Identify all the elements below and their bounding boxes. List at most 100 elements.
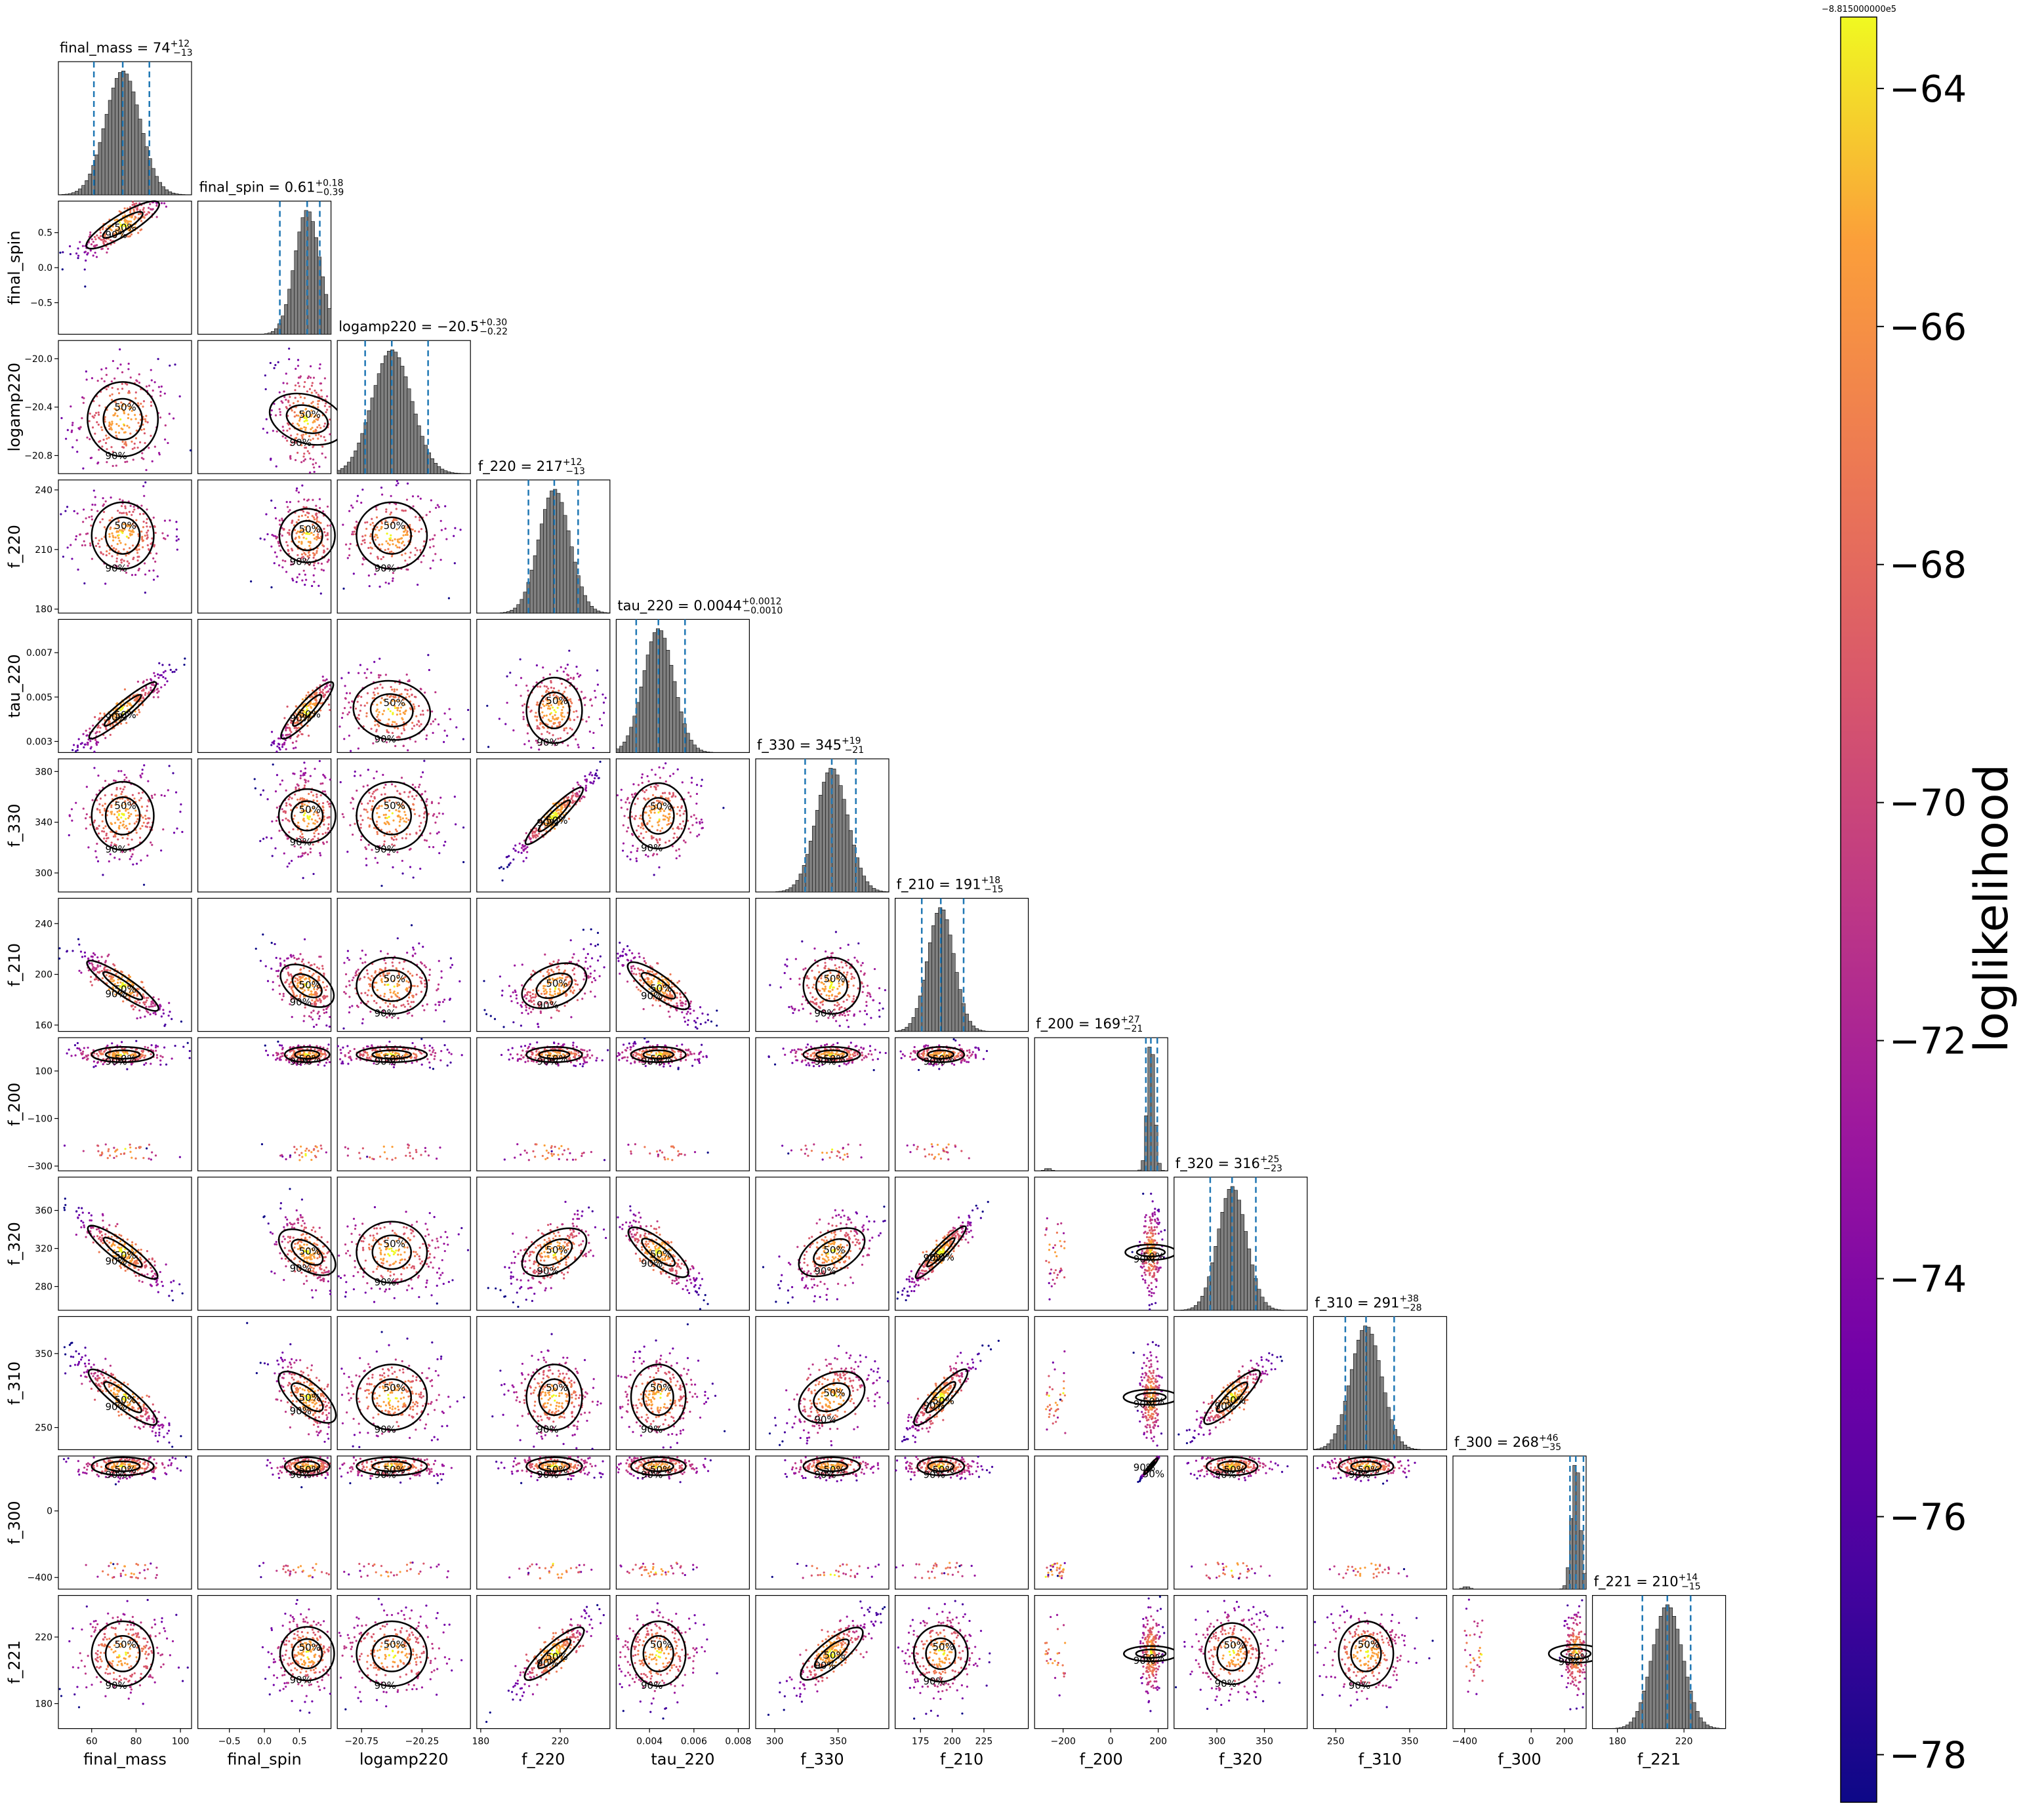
scatter-point	[150, 401, 153, 403]
scatter-point	[70, 808, 73, 811]
scatter-point	[312, 516, 315, 519]
scatter-point	[127, 811, 130, 814]
scatter-point	[119, 542, 122, 544]
scatter-point	[277, 975, 279, 978]
histogram-bar	[536, 539, 541, 614]
scatter-point	[351, 700, 354, 702]
scatter-point	[377, 816, 380, 819]
scatter-point	[417, 985, 419, 988]
scatter-point	[368, 824, 371, 827]
scatter-point	[584, 992, 586, 995]
scatter-point	[355, 520, 358, 523]
scatter-point	[160, 674, 163, 677]
scatter-point	[551, 725, 554, 728]
scatter-point	[546, 707, 550, 710]
scatter-point	[449, 966, 452, 969]
scatter-point	[135, 697, 138, 700]
scatter-point	[377, 714, 379, 716]
scatter-point	[522, 718, 525, 721]
histogram-bar	[811, 826, 816, 893]
panel-frame	[58, 340, 192, 474]
scatter-point	[96, 421, 98, 424]
scatter-point	[97, 542, 100, 545]
scatter-point	[678, 828, 680, 830]
scatter-point	[422, 714, 424, 716]
histogram-bar	[798, 874, 803, 893]
scatter-point	[313, 518, 316, 521]
scatter-point	[569, 939, 572, 942]
scatter-point	[124, 505, 127, 508]
scatter-point	[423, 759, 426, 762]
scatter-point	[83, 743, 86, 746]
scatter-point	[428, 979, 430, 982]
scatter-point	[291, 989, 294, 992]
scatter-point	[687, 791, 690, 794]
scatter-point	[311, 1018, 314, 1021]
scatter-point	[429, 832, 432, 835]
scatter-point	[538, 727, 541, 730]
scatter-point	[672, 827, 674, 830]
scatter-point	[305, 578, 308, 581]
scatter-point	[313, 832, 316, 835]
panel-frame	[197, 479, 332, 614]
scatter-point	[262, 789, 265, 792]
scatter-point	[421, 1004, 424, 1007]
scatter-point	[272, 430, 274, 432]
scatter-point	[300, 461, 303, 464]
scatter-point	[405, 674, 408, 676]
scatter-point	[121, 532, 124, 535]
scatter-point	[130, 855, 133, 858]
scatter-point	[156, 687, 159, 690]
contour-50%	[102, 397, 143, 441]
scatter-point	[61, 268, 64, 271]
scatter-point	[438, 831, 440, 834]
scatter-point	[590, 981, 594, 984]
scatter-point	[385, 540, 388, 542]
y-tick-label: −20.0	[24, 354, 52, 365]
scatter-point	[112, 414, 115, 416]
panel-f_220-final_spin: 50%90%	[197, 479, 336, 614]
scatter-point	[150, 208, 152, 211]
scatter-point	[298, 573, 301, 576]
histogram-bar	[795, 880, 800, 893]
scatter-point	[91, 377, 94, 380]
scatter-point	[361, 1022, 364, 1024]
scatter-point	[589, 972, 592, 975]
scatter-point	[102, 242, 105, 245]
scatter-point	[325, 1007, 328, 1011]
scatter-point	[110, 229, 113, 232]
scatter-point	[526, 732, 529, 735]
scatter-point	[140, 228, 143, 231]
scatter-point	[387, 548, 390, 550]
scatter-point	[292, 402, 295, 405]
scatter-point	[318, 956, 321, 958]
scatter-point	[348, 996, 351, 998]
scatter-point	[581, 998, 584, 1000]
scatter-point	[360, 802, 363, 805]
scatter-point	[413, 798, 416, 800]
title-minus: −0.22	[480, 327, 508, 337]
scatter-point	[141, 540, 144, 542]
scatter-point	[546, 971, 549, 973]
scatter-point	[348, 510, 351, 512]
scatter-point	[667, 819, 670, 822]
scatter-point	[414, 786, 417, 789]
scatter-point	[522, 711, 525, 714]
scatter-point	[406, 482, 409, 485]
scatter-point	[172, 417, 175, 420]
scatter-point	[74, 538, 77, 541]
scatter-point	[146, 213, 148, 216]
scatter-point	[298, 515, 300, 518]
scatter-point	[253, 778, 256, 780]
scatter-point	[589, 698, 592, 702]
scatter-point	[592, 746, 595, 750]
scatter-point	[90, 243, 93, 246]
scatter-point	[379, 950, 382, 953]
scatter-point	[121, 976, 123, 979]
scatter-point	[168, 1001, 171, 1004]
scatter-point	[98, 971, 101, 973]
scatter-point	[146, 999, 148, 1001]
scatter-point	[422, 946, 424, 948]
scatter-point	[381, 687, 384, 689]
scatter-point	[143, 562, 146, 565]
